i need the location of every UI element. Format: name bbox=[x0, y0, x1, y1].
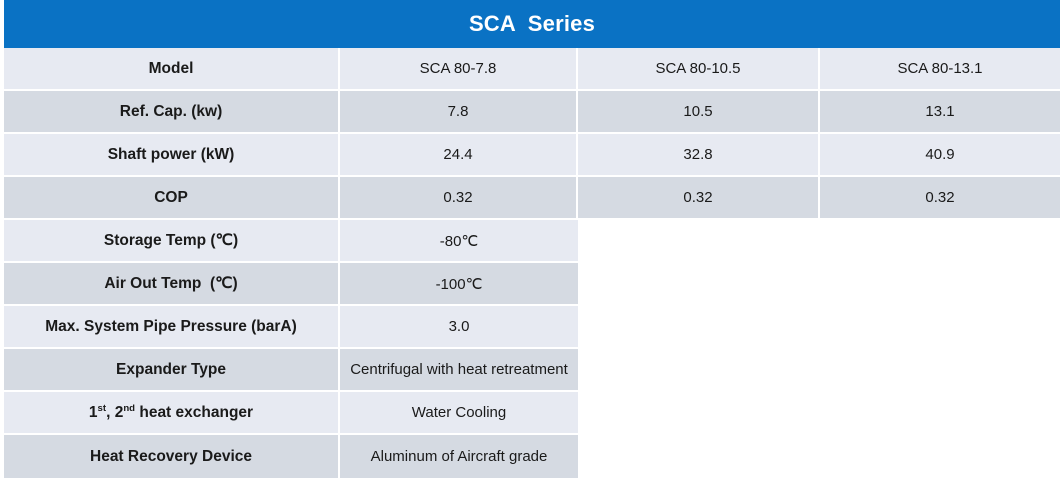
row-value-col-1: SCA 80-7.8 bbox=[340, 48, 578, 91]
row-value-merged: Centrifugal with heat retreatment bbox=[340, 349, 578, 392]
row-value-col-1: 7.8 bbox=[340, 91, 578, 134]
row-value-col-3: 0.32 bbox=[820, 177, 1060, 220]
row-value-col-1: 24.4 bbox=[340, 134, 578, 177]
table-title: SCA Series bbox=[468, 11, 596, 36]
table-row: COP 0.32 0.32 0.32 bbox=[4, 177, 1060, 220]
spec-table-grid: Model SCA 80-7.8 SCA 80-10.5 SCA 80-13.1 Ref… bbox=[4, 48, 1060, 478]
row-label: 1st, 2nd heat exchanger bbox=[4, 392, 340, 435]
row-label: Max. System Pipe Pressure (barA) bbox=[4, 306, 340, 349]
row-label: Shaft power (kW) bbox=[4, 134, 340, 177]
table-row: Shaft power (kW) 24.4 32.8 40.9 bbox=[4, 134, 1060, 177]
row-value-merged: Water Cooling bbox=[340, 392, 578, 435]
row-value-col-3: 40.9 bbox=[820, 134, 1060, 177]
table-row: Heat Recovery Device Aluminum of Aircraft… bbox=[4, 435, 1060, 478]
row-value-col-3: SCA 80-13.1 bbox=[820, 48, 1060, 91]
row-value-merged: 3.0 bbox=[340, 306, 578, 349]
row-label: Ref. Cap. (kw) bbox=[4, 91, 340, 134]
row-value-merged: -100℃ bbox=[340, 263, 578, 306]
row-value-col-2: SCA 80-10.5 bbox=[578, 48, 820, 91]
table-row: Storage Temp (℃) -80℃ bbox=[4, 220, 1060, 263]
row-label: Heat Recovery Device bbox=[4, 435, 340, 478]
row-value-col-2: 10.5 bbox=[578, 91, 820, 134]
row-label: Storage Temp (℃) bbox=[4, 220, 340, 263]
row-label: COP bbox=[4, 177, 340, 220]
row-value-col-3: 13.1 bbox=[820, 91, 1060, 134]
table-row: Model SCA 80-7.8 SCA 80-10.5 SCA 80-13.1 bbox=[4, 48, 1060, 91]
table-title-bar: SCA Series bbox=[4, 0, 1060, 48]
table-row: 1st, 2nd heat exchanger Water Cooling bbox=[4, 392, 1060, 435]
row-label: Model bbox=[4, 48, 340, 91]
row-label: Expander Type bbox=[4, 349, 340, 392]
row-value-merged: Aluminum of Aircraft grade bbox=[340, 435, 578, 478]
table-row: Air Out Temp (℃) -100℃ bbox=[4, 263, 1060, 306]
table-row: Max. System Pipe Pressure (barA) 3.0 bbox=[4, 306, 1060, 349]
row-value-merged: -80℃ bbox=[340, 220, 578, 263]
row-value-col-1: 0.32 bbox=[340, 177, 578, 220]
row-label: Air Out Temp (℃) bbox=[4, 263, 340, 306]
row-value-col-2: 32.8 bbox=[578, 134, 820, 177]
row-value-col-2: 0.32 bbox=[578, 177, 820, 220]
table-row: Expander Type Centrifugal with heat retre… bbox=[4, 349, 1060, 392]
table-row: Ref. Cap. (kw) 7.8 10.5 13.1 bbox=[4, 91, 1060, 134]
